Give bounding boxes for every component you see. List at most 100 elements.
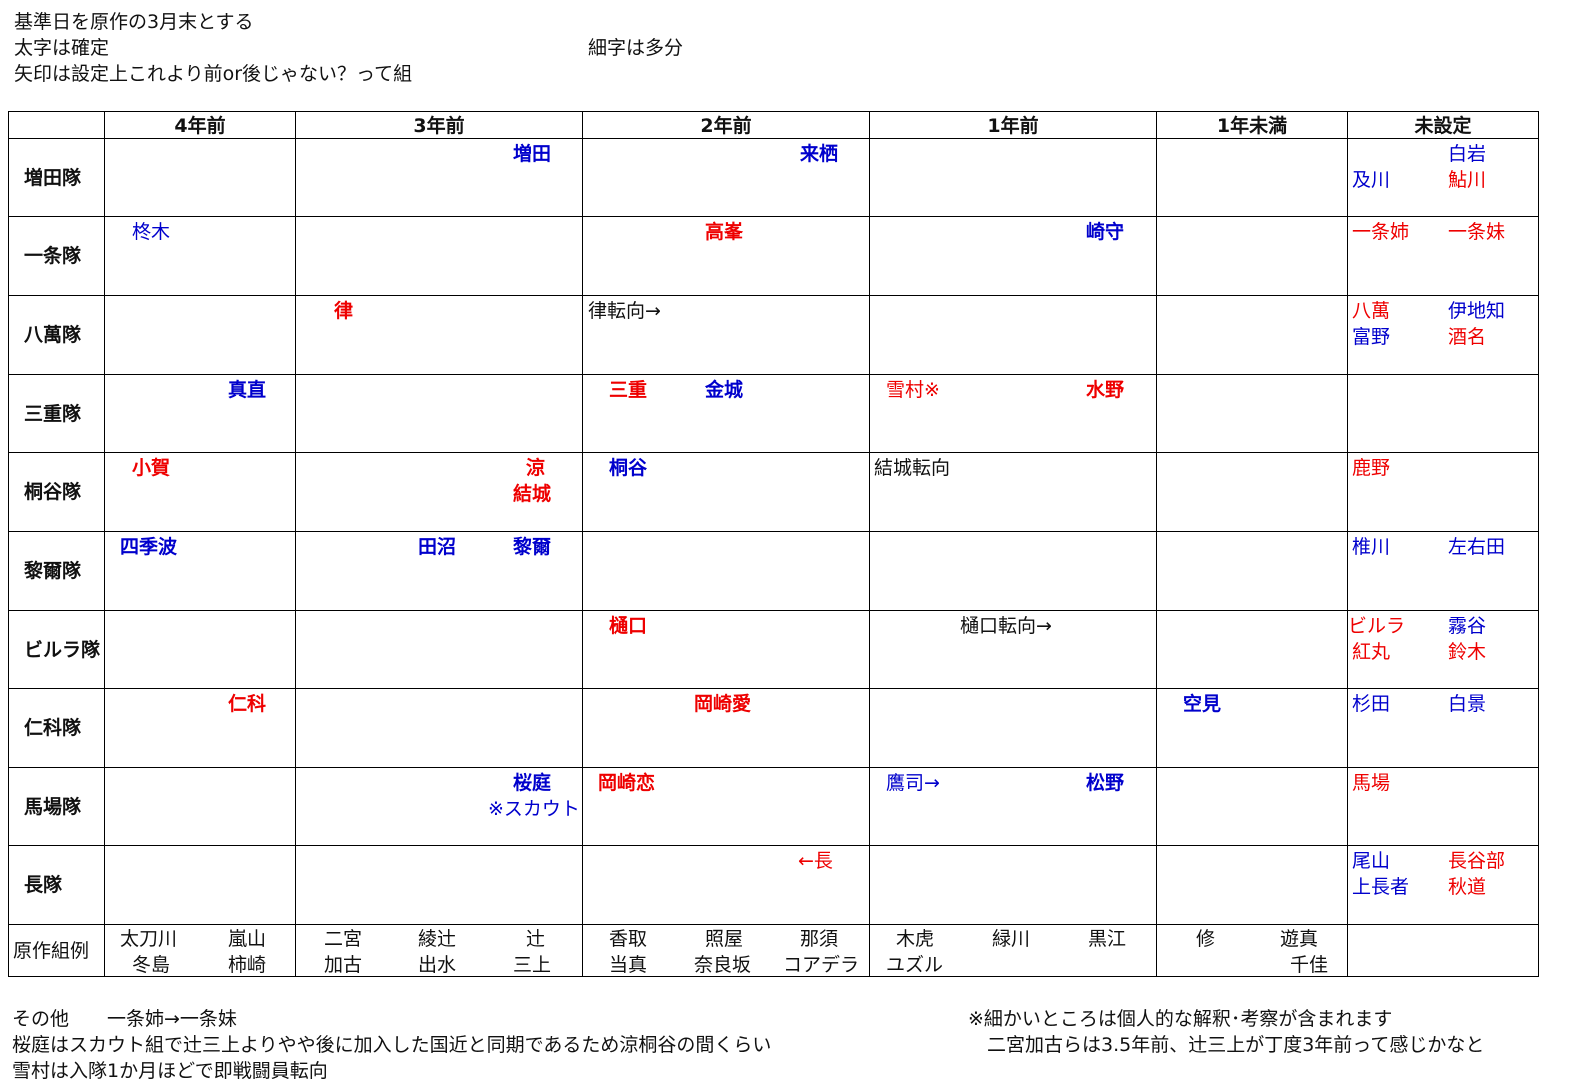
member-name: ←長 xyxy=(798,850,833,872)
member-name: ビルラ xyxy=(1348,615,1406,637)
member-name: 仁科 xyxy=(228,693,267,715)
member-name: 白岩 xyxy=(1448,143,1487,165)
member-name: 金城 xyxy=(705,379,744,401)
row-label: 長隊 xyxy=(24,874,63,896)
example-member: 嵐山 xyxy=(228,928,267,950)
header-cell: 2年前 xyxy=(582,111,870,139)
member-name: 来栖 xyxy=(800,143,839,165)
row-label: 桐谷隊 xyxy=(24,481,82,503)
member-name: 増田 xyxy=(513,143,552,165)
table-cell xyxy=(582,531,870,611)
member-name: 長谷部 xyxy=(1448,850,1506,872)
table-cell xyxy=(1156,374,1348,453)
example-member: 柿崎 xyxy=(228,954,267,976)
header-corner xyxy=(8,111,105,139)
example-member: 奈良坂 xyxy=(694,954,752,976)
member-name: 四季波 xyxy=(120,536,178,558)
table-cell xyxy=(1156,452,1348,532)
member-name: 小賀 xyxy=(132,457,171,479)
member-name: 結城転向 xyxy=(874,457,951,479)
member-name: 律転向→ xyxy=(588,300,661,322)
table-cell xyxy=(104,610,296,689)
member-name: 八萬 xyxy=(1352,300,1391,322)
column-header-3y: 3年前 xyxy=(413,115,465,137)
timeline-table: 4年前 3年前 2年前 1年前 1年未満 未設定 増田隊 増田 来栖 白岩及川 鮎川一条… xyxy=(8,111,1566,994)
table-cell xyxy=(1347,924,1539,977)
header-cell: 未設定 xyxy=(1347,111,1539,139)
member-name: 松野 xyxy=(1086,772,1125,794)
note-ninomiya: 二宮加古らは3.5年前、辻三上が丁度3年前って感じかなと xyxy=(968,1034,1485,1056)
example-member: 辻 xyxy=(526,928,546,950)
member-name: 鈴木 xyxy=(1448,641,1487,663)
member-name: 鮎川 xyxy=(1448,169,1487,191)
member-name: 鷹司→ xyxy=(886,772,940,794)
member-name: 岡崎恋 xyxy=(598,772,656,794)
table-cell xyxy=(1156,216,1348,296)
table-cell xyxy=(104,688,296,768)
member-name: 霧谷 xyxy=(1448,615,1487,637)
member-name: 雪村※ xyxy=(886,379,940,401)
table-cell xyxy=(1156,767,1348,846)
member-name: 尾山 xyxy=(1352,850,1391,872)
member-name: 柊木 xyxy=(132,221,171,243)
member-name: 椎川 xyxy=(1352,536,1391,558)
table-cell xyxy=(1347,374,1539,453)
table-cell xyxy=(104,295,296,375)
member-name: 田沼 xyxy=(418,536,457,558)
member-name: 三重 xyxy=(609,379,648,401)
member-name: ※スカウト xyxy=(488,798,580,820)
member-name: 真直 xyxy=(228,379,267,401)
member-name: 鹿野 xyxy=(1352,457,1391,479)
example-member: 二宮 xyxy=(324,928,363,950)
member-name: 馬場 xyxy=(1352,772,1391,794)
table-cell xyxy=(1156,138,1348,217)
header-cell: 3年前 xyxy=(295,111,583,139)
note-other: その他 一条姉→一条妹 xyxy=(12,1008,237,1030)
column-header-2y: 2年前 xyxy=(700,115,752,137)
table-cell xyxy=(1156,845,1348,925)
row-label: 仁科隊 xyxy=(24,717,82,739)
row-label: 三重隊 xyxy=(24,402,82,425)
row-label: 馬場隊 xyxy=(24,795,82,818)
column-header-unset: 未設定 xyxy=(1414,115,1472,137)
example-member: 香取 xyxy=(609,928,648,950)
member-name: 及川 xyxy=(1352,169,1391,191)
member-name: 結城 xyxy=(513,483,552,505)
table-cell xyxy=(104,138,296,217)
member-name: 高峯 xyxy=(705,221,744,243)
row-label: 増田隊 xyxy=(24,166,82,189)
table-cell xyxy=(295,374,583,453)
row-label: 八萬隊 xyxy=(24,324,82,346)
member-name: 富野 xyxy=(1352,326,1391,348)
member-name: 紅丸 xyxy=(1352,641,1391,663)
table-cell xyxy=(1156,295,1348,375)
header-cell: 4年前 xyxy=(104,111,296,139)
example-member: 遊真 xyxy=(1280,928,1319,950)
member-name: 崎守 xyxy=(1086,221,1125,243)
table-cell xyxy=(869,688,1157,768)
table-cell xyxy=(869,845,1157,925)
header-cell: 1年前 xyxy=(869,111,1157,139)
member-name: 樋口 xyxy=(609,615,648,637)
member-name: 一条妹 xyxy=(1448,221,1506,243)
note-arrows: 矢印は設定上これより前or後じゃない？って組 xyxy=(14,63,413,85)
example-member: 千佳 xyxy=(1290,954,1329,976)
table-cell xyxy=(295,688,583,768)
example-member: 黒江 xyxy=(1088,928,1127,950)
example-member: 那須 xyxy=(800,928,839,950)
header-cell: 1年未満 xyxy=(1156,111,1348,139)
column-header-1y: 1年前 xyxy=(987,115,1039,137)
member-name: 伊地知 xyxy=(1448,300,1506,322)
column-header-under1y: 1年未満 xyxy=(1216,115,1288,137)
example-member: 加古 xyxy=(324,954,363,976)
note-sakuraba: 桜庭はスカウト組で辻三上よりやや後に加入した国近と同期であるため涼桐谷の間くらい xyxy=(12,1034,772,1056)
examples-row-label: 原作組例 xyxy=(13,939,90,962)
member-name: 白景 xyxy=(1448,693,1487,715)
note-bold-confirmed: 太字は確定 xyxy=(14,37,110,59)
table-cell xyxy=(295,610,583,689)
row-label: ビルラ隊 xyxy=(24,638,101,661)
note-thin-maybe: 細字は多分 xyxy=(588,37,684,59)
table-cell xyxy=(869,295,1157,375)
example-member: 照屋 xyxy=(705,928,744,950)
member-name: 黎爾 xyxy=(513,536,552,558)
